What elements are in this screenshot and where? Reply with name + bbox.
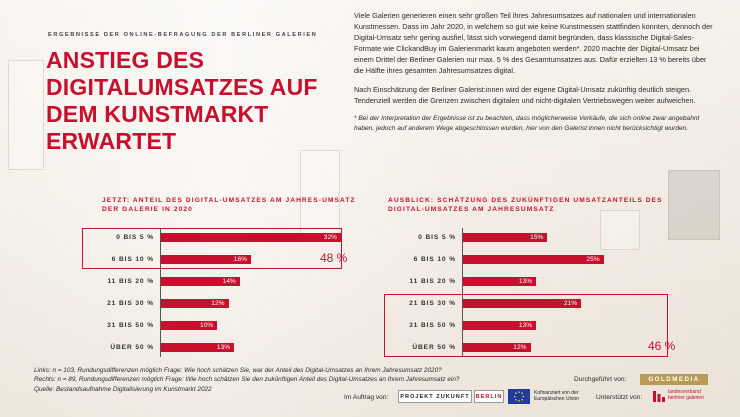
category-label: 11 BIS 20 % (107, 278, 154, 285)
right-chart-title-line: DIGITAL-UMSATZES AM JAHRESUMSATZ (388, 206, 555, 213)
category-label: 6 BIS 10 % (111, 256, 154, 263)
chart-axis-line (462, 228, 463, 357)
bar (161, 277, 240, 286)
bar-value-label: 13% (518, 278, 533, 285)
projekt-zukunft-logo: PROJEKT ZUKUNFT (398, 390, 472, 403)
berlin-logo: BERLIN (474, 390, 504, 403)
footer-notes: Links: n = 103, Rundungsdifferenzen mögl… (34, 366, 554, 394)
eu-text-line: Europäischen Union (534, 396, 580, 403)
category-label: 0 BIS 5 % (116, 234, 154, 241)
lvbg-logo-text: landesverband berliner galerien (668, 389, 704, 401)
bar (463, 255, 604, 264)
conducted-by-label: Durchgeführt von: (574, 376, 627, 383)
bar-value-label: 12% (513, 344, 527, 351)
category-label: ÜBER 50 % (412, 344, 456, 351)
chart-axis-line (160, 228, 161, 357)
bar (161, 233, 341, 242)
category-label: ÜBER 50 % (110, 344, 154, 351)
commissioned-by-label: Im Auftrag von: (344, 394, 389, 401)
goldmedia-logo: GOLDMEDIA (640, 374, 708, 385)
bar (161, 321, 218, 330)
highlight-total-label: 46 % (648, 339, 676, 353)
highlight-total-label: 48 % (320, 251, 348, 265)
footer-note-right: Rechts: n = 89, Rundungsdifferenzen mögl… (34, 376, 460, 384)
bar-value-label: 32% (323, 234, 337, 241)
bar-value-label: 10% (200, 322, 214, 329)
category-label: 21 BIS 30 % (409, 300, 456, 307)
category-label: 0 BIS 5 % (418, 234, 456, 241)
headline-line: ERWARTET (46, 128, 177, 154)
bar (463, 233, 548, 242)
right-chart-title-line: AUSBLICK: SCHÄTZUNG DES ZUKÜNFTIGEN UMSA… (388, 197, 663, 204)
bar-value-label: 13% (518, 322, 533, 329)
headline-line: ANSTIEG DES (46, 47, 205, 73)
right-chart-title: AUSBLICK: SCHÄTZUNG DES ZUKÜNFTIGEN UMSA… (388, 196, 663, 214)
bar (161, 299, 229, 308)
supported-by-label: Unterstützt von: (596, 394, 643, 401)
intro-footnote: * Bei der Interpretation der Ergebnisse … (354, 115, 700, 132)
left-chart-title-line: DER GALERIE IN 2020 (102, 206, 193, 213)
bar (161, 255, 251, 264)
category-label: 31 BIS 50 % (409, 322, 456, 329)
bar-value-label: 14% (222, 278, 236, 285)
page-title: ANSTIEG DES DIGITALUMSATZES AUF DEM KUNS… (46, 47, 346, 155)
bar-value-label: 13% (216, 344, 231, 351)
category-label: 6 BIS 10 % (413, 256, 456, 263)
highlight-box (82, 228, 342, 269)
survey-subtitle: ERGEBNISSE DER ONLINE-BEFRAGUNG DER BERL… (48, 32, 318, 38)
bar (463, 343, 531, 352)
bar-value-label: 16% (233, 256, 247, 263)
left-chart-title-line: JETZT: ANTEIL DES DIGITAL-UMSATZES AM JA… (102, 197, 356, 204)
intro-paragraph: Viele Galerien generieren einen sehr gro… (354, 11, 713, 75)
intro-text: Viele Galerien generieren einen sehr gro… (354, 10, 714, 141)
footer-note-left: Links: n = 103, Rundungsdifferenzen mögl… (34, 367, 442, 374)
category-label: 21 BIS 30 % (107, 300, 154, 307)
left-chart-title: JETZT: ANTEIL DES DIGITAL-UMSATZES AM JA… (102, 196, 356, 214)
lvbg-logo-icon (652, 389, 666, 404)
bar (463, 299, 582, 308)
bar (463, 321, 537, 330)
lvbg-text-line: landesverband (668, 389, 701, 395)
bar-value-label: 15% (530, 234, 544, 241)
eu-text-line: Kofinanziert von der (534, 390, 579, 396)
intro-paragraph: Nach Einschätzung der Berliner Galerist:… (354, 85, 696, 105)
bar-value-label: 21% (563, 300, 578, 307)
category-label: 11 BIS 20 % (409, 278, 456, 285)
highlight-box (384, 294, 668, 357)
bar-value-label: 12% (211, 300, 225, 307)
category-label: 31 BIS 50 % (107, 322, 154, 329)
headline-line: DEM KUNSTMARKT (46, 101, 269, 127)
headline-line: DIGITALUMSATZES AUF (46, 74, 318, 100)
bar-value-label: 25% (586, 256, 600, 263)
bar (463, 277, 537, 286)
eu-cofunding-text: Kofinanziert von der Europäischen Union (534, 390, 579, 402)
footer-note-source: Quelle: Bestandsaufnahme Digitalisierung… (34, 385, 212, 393)
bar (161, 343, 235, 352)
lvbg-text-line: berliner galerien (668, 394, 704, 401)
eu-flag-icon (508, 389, 530, 404)
